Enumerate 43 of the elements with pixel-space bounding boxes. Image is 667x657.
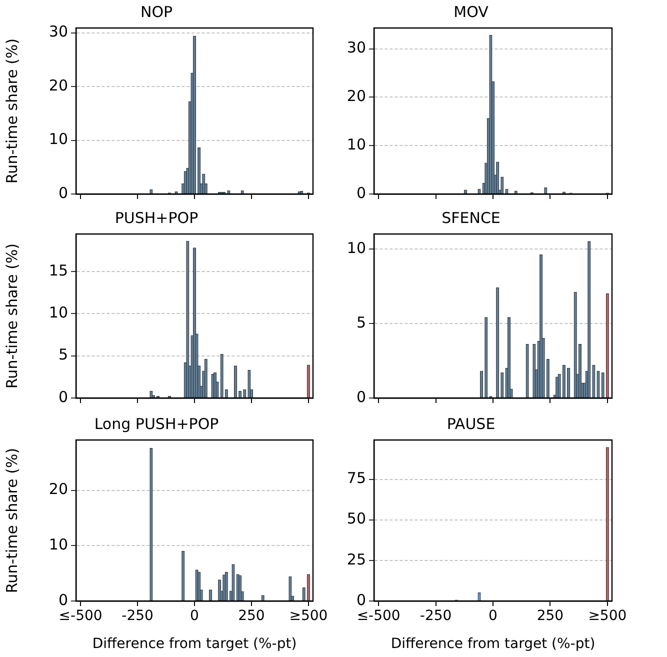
y-tick-label: 0 [356, 590, 366, 609]
chart-title: PAUSE [446, 414, 496, 433]
y-tick-label: 50 [346, 510, 366, 528]
y-tick-label: 20 [48, 76, 68, 94]
y-axis-title: Run-time share (%) [2, 243, 21, 389]
chart-title: PUSH+POP [114, 208, 198, 227]
y-tick-label: 0 [58, 184, 68, 202]
y-tick-label: 0 [356, 184, 366, 202]
y-tick-label: 0 [356, 388, 366, 406]
x-tick-label: 0 [190, 608, 199, 624]
y-tick-label: 30 [346, 38, 366, 57]
chart-title: SFENCE [442, 208, 500, 227]
x-tick-label: -250 [420, 608, 452, 624]
y-tick-label: 5 [58, 346, 68, 364]
chart-title: MOV [454, 2, 490, 21]
chart-title: NOP [140, 2, 173, 21]
y-tick-label: 15 [48, 261, 68, 280]
x-tick-label: ≥500 [289, 608, 328, 624]
y-tick-label: 20 [346, 87, 366, 106]
y-tick-label: 25 [346, 550, 366, 568]
x-tick-label: ≥500 [588, 608, 627, 624]
y-tick-label: 10 [346, 135, 366, 154]
y-axis-title: Run-time share (%) [2, 448, 21, 594]
y-axis-title: Run-time share (%) [2, 38, 21, 184]
x-tick-label: ≤-500 [356, 608, 400, 624]
y-tick-label: 5 [356, 313, 366, 332]
x-tick-label: 250 [536, 608, 564, 624]
y-tick-label: 10 [48, 304, 68, 322]
y-tick-label: 0 [58, 388, 68, 406]
y-tick-label: 20 [48, 480, 68, 498]
x-axis-title: Difference from target (%-pt) [92, 636, 297, 652]
y-tick-label: 10 [48, 130, 68, 148]
y-tick-label: 10 [346, 238, 366, 257]
y-tick-label: 75 [346, 469, 366, 488]
x-tick-label: 250 [238, 608, 265, 624]
x-tick-label: ≤-500 [58, 608, 102, 624]
y-tick-label: 30 [48, 22, 68, 41]
chart-title: Long PUSH+POP [94, 414, 219, 433]
y-tick-label: 10 [48, 536, 68, 554]
y-tick-label: 0 [58, 590, 68, 609]
x-tick-label: -250 [122, 608, 154, 624]
x-axis-title: Difference from target (%-pt) [390, 636, 596, 652]
x-tick-label: 0 [488, 608, 498, 624]
